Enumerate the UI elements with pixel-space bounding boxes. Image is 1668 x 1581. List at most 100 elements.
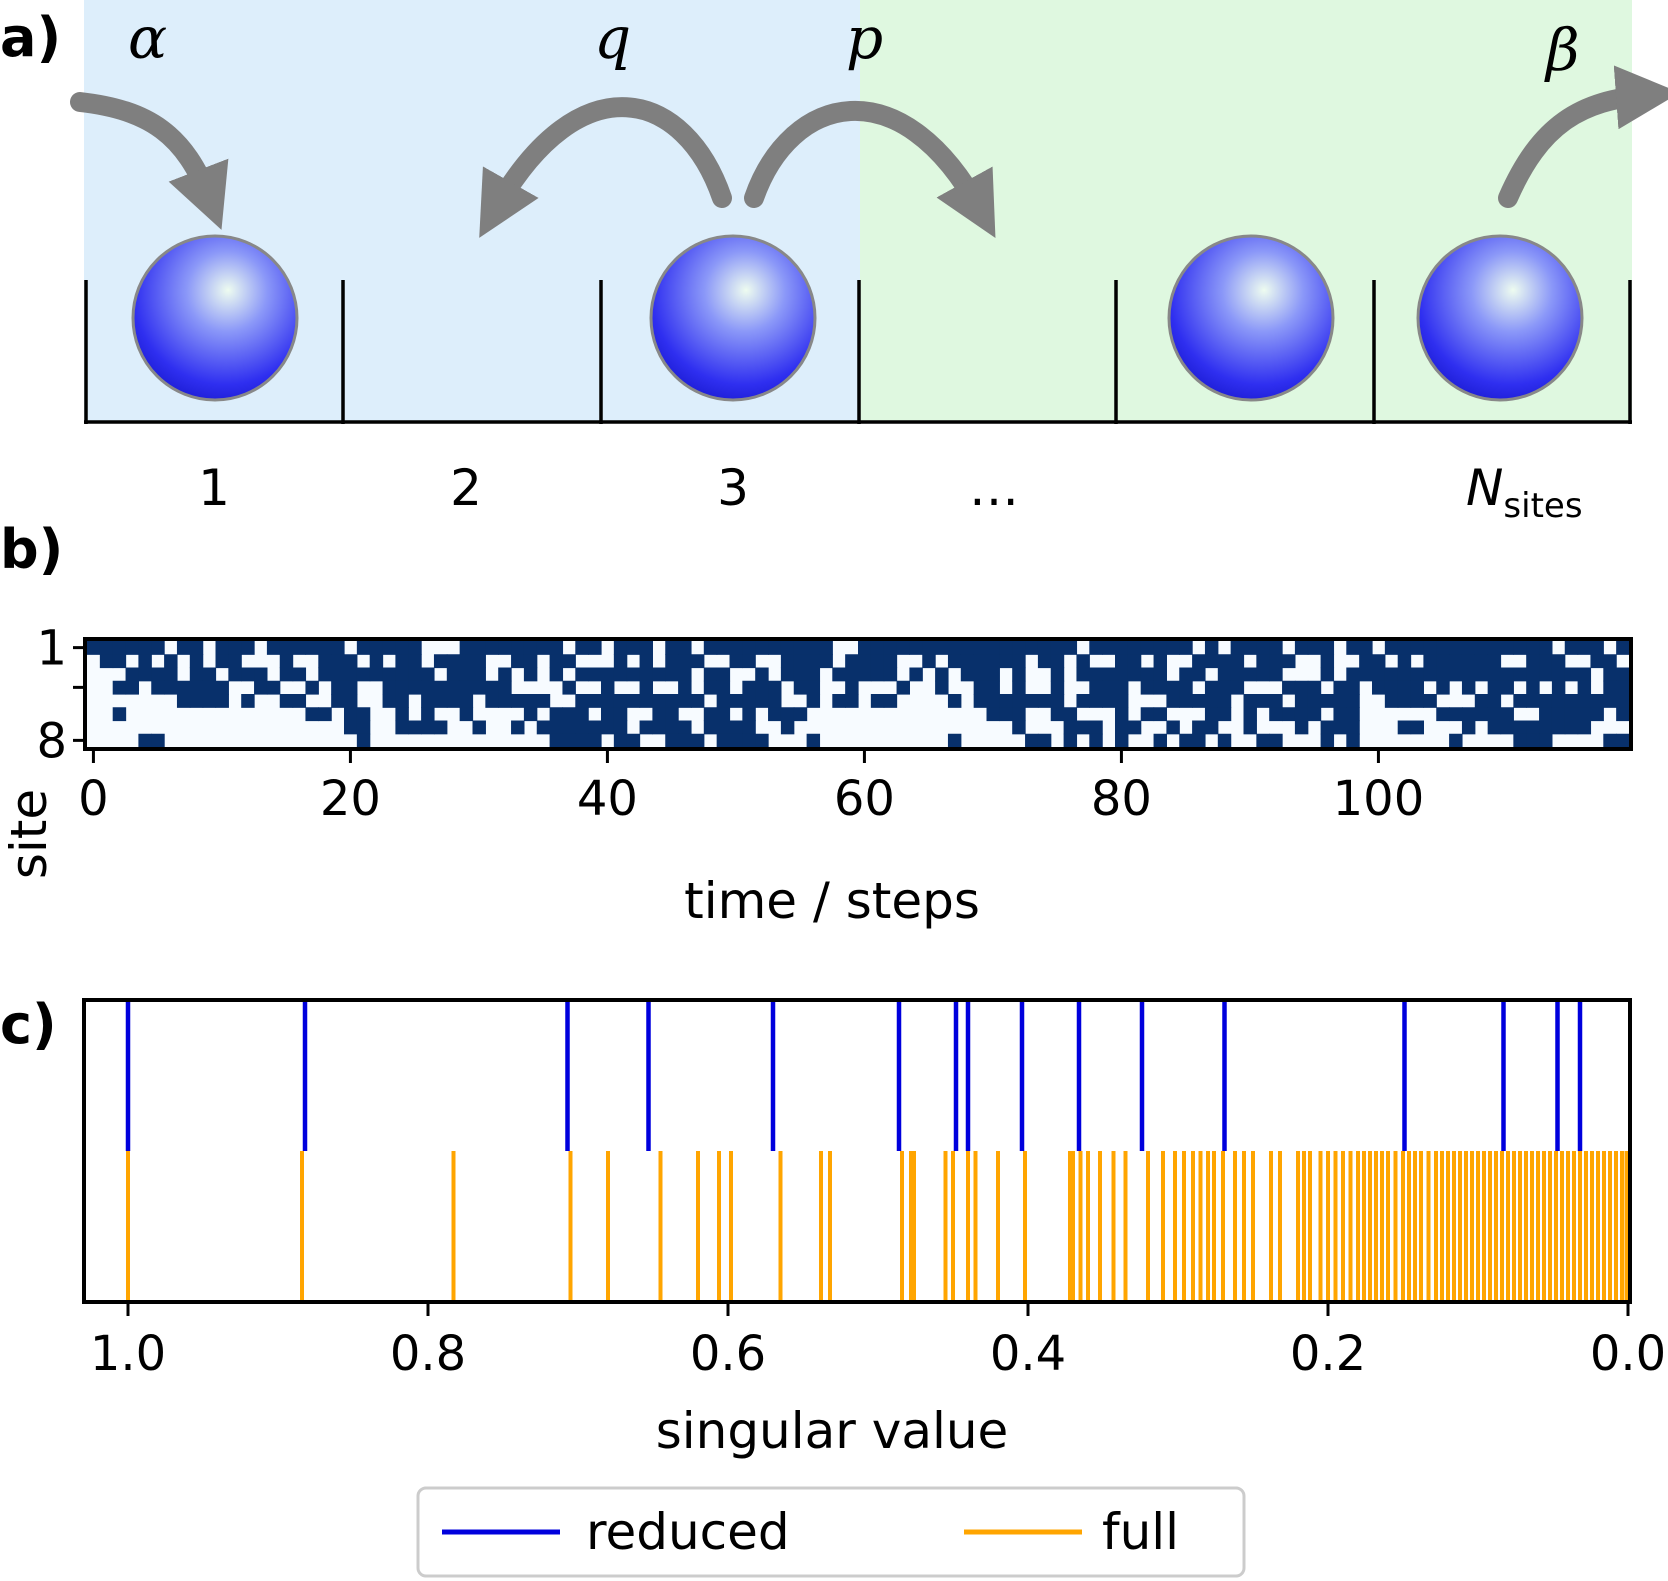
heatmap-cell bbox=[639, 654, 653, 669]
heatmap-cell bbox=[1526, 654, 1540, 669]
heatmap-cell bbox=[1384, 694, 1399, 708]
heatmap-cell bbox=[1012, 667, 1026, 682]
heatmap-cell bbox=[421, 680, 435, 695]
heatmap-cell bbox=[613, 667, 628, 682]
heatmap-cell bbox=[665, 694, 679, 708]
heatmap-cell bbox=[215, 654, 229, 669]
heatmap-cell bbox=[601, 720, 615, 735]
heatmap-cell bbox=[652, 667, 666, 682]
heatmap-cell bbox=[1243, 667, 1257, 682]
heatmap-cell bbox=[626, 667, 641, 682]
heatmap-cell bbox=[459, 667, 474, 682]
panel-c-label: c) bbox=[0, 993, 57, 1056]
heatmap-cell bbox=[1500, 707, 1514, 722]
heatmap-cell bbox=[973, 641, 988, 655]
heatmap-cell bbox=[986, 667, 1000, 682]
panel-a-label: a) bbox=[0, 6, 61, 69]
heatmap-cell bbox=[1179, 667, 1193, 682]
heatmap-cell bbox=[665, 641, 679, 655]
heatmap-cell bbox=[356, 641, 371, 655]
heatmap-cell bbox=[1320, 694, 1335, 708]
spectrum-x-ticks: 1.0 0.8 0.6 0.4 0.2 0.0 bbox=[90, 1302, 1666, 1382]
heatmap-y-axis-label: site bbox=[0, 789, 58, 879]
heatmap-x-tick-label: 60 bbox=[834, 771, 895, 827]
heatmap-cell bbox=[1564, 694, 1579, 708]
heatmap-cell bbox=[1294, 707, 1309, 722]
heatmap-cell bbox=[947, 694, 962, 708]
heatmap-cell bbox=[446, 667, 461, 682]
heatmap-cell bbox=[1179, 680, 1193, 695]
heatmap-cell bbox=[1410, 641, 1424, 655]
heatmap-cell bbox=[433, 654, 448, 669]
heatmap-cell bbox=[1012, 641, 1026, 655]
heatmap-cell bbox=[446, 654, 461, 669]
heatmap-cell bbox=[1243, 707, 1257, 722]
heatmap-cell bbox=[1025, 694, 1039, 708]
heatmap-cell bbox=[652, 707, 666, 722]
heatmap-cell bbox=[395, 654, 409, 669]
site-label-n-main: N bbox=[1466, 459, 1503, 517]
heatmap-cell bbox=[1616, 680, 1630, 695]
heatmap-cell bbox=[215, 641, 229, 655]
heatmap-cell bbox=[665, 654, 679, 669]
heatmap-cell bbox=[446, 694, 461, 708]
heatmap-cell bbox=[922, 641, 936, 655]
heatmap-cell bbox=[189, 680, 204, 695]
heatmap-cell bbox=[601, 667, 615, 682]
heatmap-cell bbox=[678, 667, 692, 682]
heatmap-cell bbox=[1089, 720, 1103, 735]
heatmap-cell bbox=[331, 680, 345, 695]
heatmap-cell bbox=[189, 694, 204, 708]
heatmap-cell bbox=[575, 667, 589, 682]
heatmap-cell bbox=[1089, 733, 1103, 748]
heatmap-cell bbox=[858, 667, 872, 682]
heatmap-cell bbox=[1474, 707, 1489, 722]
heatmap-cell bbox=[588, 694, 602, 708]
heatmap-cell bbox=[1037, 641, 1052, 655]
heatmap-cell bbox=[703, 667, 718, 682]
heatmap-cell bbox=[986, 654, 1000, 669]
heatmap-cell bbox=[716, 694, 731, 708]
heatmap-cell bbox=[947, 654, 962, 669]
heatmap-cell bbox=[1192, 654, 1206, 669]
heatmap-cell bbox=[164, 667, 178, 682]
heatmap-cell bbox=[1115, 667, 1129, 682]
heatmap-cell bbox=[639, 641, 653, 655]
heatmap-cell bbox=[793, 654, 808, 669]
backward-hop-arrow bbox=[479, 97, 732, 238]
spectrum-x-axis-label: singular value bbox=[656, 1402, 1009, 1460]
particle-site-n bbox=[1416, 234, 1584, 402]
heatmap-cell bbox=[780, 720, 795, 735]
heatmap-cell bbox=[935, 667, 949, 682]
heatmap-cell bbox=[1166, 694, 1180, 708]
heatmap-cell bbox=[1487, 707, 1502, 722]
heatmap-cell bbox=[1102, 680, 1116, 695]
heatmap-cell bbox=[305, 707, 319, 722]
heatmap-cell bbox=[1590, 654, 1604, 669]
heatmap-cell bbox=[716, 733, 731, 748]
panel-c: c) 1.0 0.8 0.6 0.4 0.2 0.0 singular value red… bbox=[0, 993, 1666, 1578]
heatmap-cell bbox=[382, 667, 396, 682]
heatmap-cell bbox=[164, 680, 178, 695]
heatmap-x-axis-label: time / steps bbox=[684, 872, 980, 930]
heatmap-cell bbox=[1551, 707, 1566, 722]
heatmap-cell bbox=[1590, 694, 1604, 708]
heatmap-cell bbox=[729, 654, 743, 669]
heatmap-cell bbox=[588, 733, 602, 748]
heatmap-cell bbox=[806, 680, 821, 695]
site-label-n: Nsites bbox=[1466, 459, 1583, 526]
heatmap-cell bbox=[498, 641, 512, 655]
heatmap-cell bbox=[973, 680, 988, 695]
panel-a: a) α q p β bbox=[0, 0, 1668, 526]
heatmap-cell bbox=[1307, 680, 1322, 695]
heatmap-cell bbox=[498, 667, 512, 682]
heatmap-cell bbox=[1436, 667, 1450, 682]
heatmap-cell bbox=[1269, 654, 1283, 669]
heatmap-cell bbox=[626, 641, 641, 655]
heatmap-cell bbox=[575, 707, 589, 722]
heatmap-cell bbox=[1487, 694, 1502, 708]
heatmap-cell bbox=[1564, 641, 1579, 655]
heatmap-cell bbox=[318, 641, 332, 655]
heatmap-cell bbox=[1474, 641, 1489, 655]
heatmap-cell bbox=[1333, 680, 1347, 695]
